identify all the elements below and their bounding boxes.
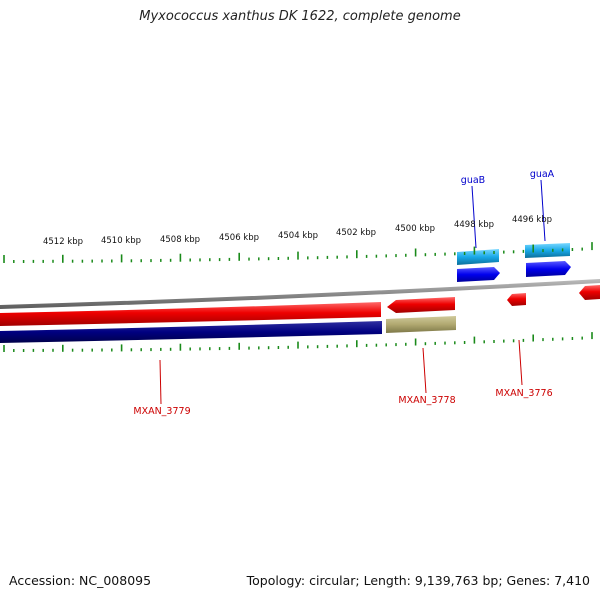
gene-mxan3779-forward[interactable] <box>0 302 381 326</box>
gene-mxan3776-forward[interactable] <box>507 293 526 306</box>
gene-label-mxan3776[interactable]: MXAN_3776 <box>495 388 552 399</box>
gene-label-mxan3779[interactable]: MXAN_3779 <box>133 406 190 417</box>
genome-backbone <box>0 279 600 309</box>
map-title: Myxococcus xanthus DK 1622, complete gen… <box>139 9 461 24</box>
scale-label: 4500 kbp <box>395 224 435 234</box>
scale-label: 4512 kbp <box>43 237 83 247</box>
mxan3776-leader-line <box>518 339 523 386</box>
gene-mxan3778-olive[interactable] <box>386 316 456 333</box>
gene-label-guaa[interactable]: guaA <box>530 169 555 180</box>
scale-ticks-top <box>3 242 593 263</box>
scale-label: 4502 kbp <box>336 228 376 238</box>
guab-leader-line <box>471 185 477 249</box>
gene-guaa-cds[interactable] <box>526 261 571 277</box>
scale-label: 4498 kbp <box>454 220 494 230</box>
mxan3778-leader-line <box>422 347 427 394</box>
mxan3779-leader-line <box>159 359 162 405</box>
scale-ticks-bottom <box>3 332 593 352</box>
scale-label: 4510 kbp <box>101 236 141 246</box>
gene-mxan3778-forward[interactable] <box>387 297 455 313</box>
gene-guab-rna[interactable] <box>457 249 499 265</box>
gene-partial-right[interactable] <box>579 285 600 300</box>
gene-label-guab[interactable]: guaB <box>461 175 485 186</box>
scale-labels: 4512 kbp 4510 kbp 4508 kbp 4506 kbp 4504… <box>43 215 552 247</box>
guaa-leader-line <box>540 179 546 242</box>
scale-label: 4506 kbp <box>219 233 259 243</box>
gene-guab-cds[interactable] <box>457 267 500 282</box>
genome-summary-text: Topology: circular; Length: 9,139,763 bp… <box>246 573 590 588</box>
scale-label: 4508 kbp <box>160 235 200 245</box>
scale-label: 4496 kbp <box>512 215 552 225</box>
scale-label: 4504 kbp <box>278 231 318 241</box>
gene-label-mxan3778[interactable]: MXAN_3778 <box>398 395 455 406</box>
gene-guaa-rna[interactable] <box>525 243 570 258</box>
gene-mxan3779-reverse[interactable] <box>0 321 382 343</box>
accession-text: Accession: NC_008095 <box>9 573 152 588</box>
